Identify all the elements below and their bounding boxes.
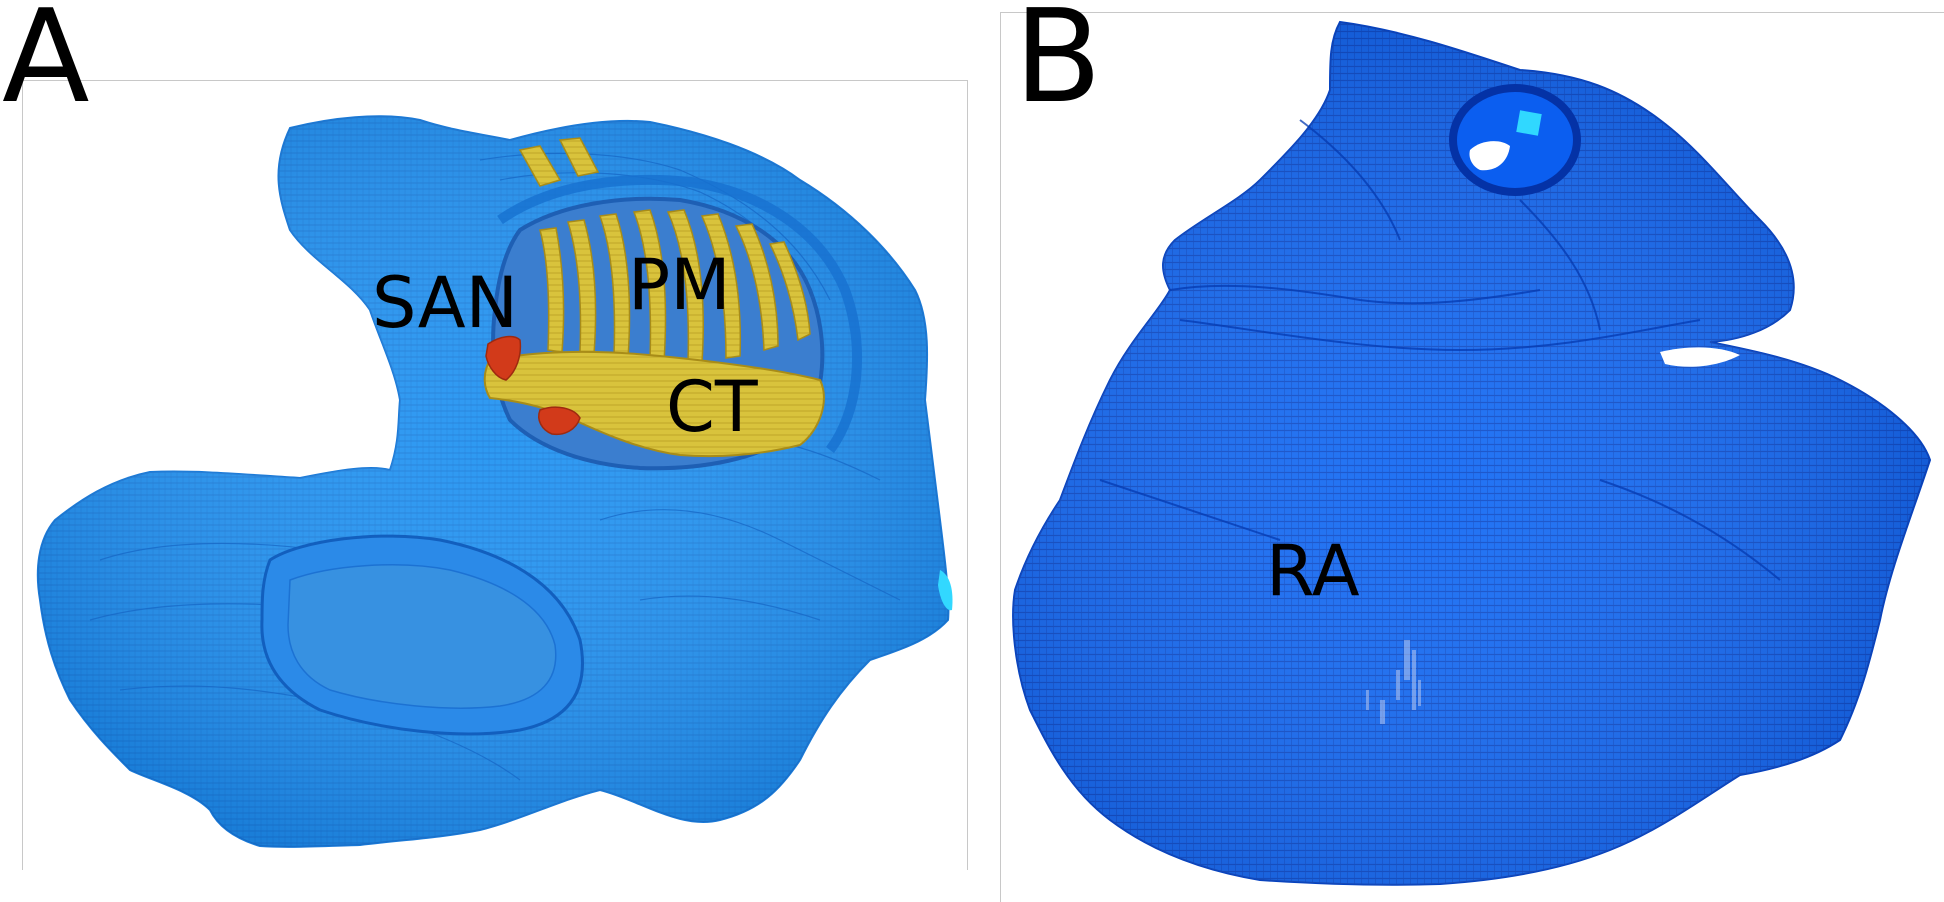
vessel-lumen (1469, 141, 1510, 171)
panel-b-frame (1000, 12, 1944, 902)
panel-a-rendering (36, 115, 953, 848)
label-ct: CT (666, 366, 758, 448)
sinoatrial-node (485, 335, 522, 381)
panel-a-frame (22, 80, 968, 870)
label-pm: PM (628, 244, 731, 326)
speckle-region (1366, 640, 1421, 724)
label-san: SAN (372, 262, 518, 344)
vessel-ring (1449, 84, 1581, 196)
label-ra: RA (1266, 530, 1360, 612)
crista-terminalis (483, 350, 825, 458)
panel-a-letter: A (2, 0, 90, 132)
panel-b-rendering (1012, 20, 1932, 886)
panel-b-letter: B (1014, 0, 1102, 132)
